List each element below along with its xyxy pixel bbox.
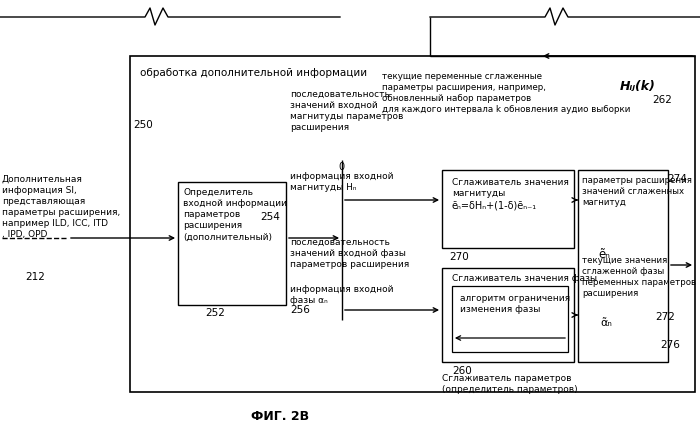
- Text: Сглаживатель значения фазы: Сглаживатель значения фазы: [452, 274, 597, 283]
- Text: информация входной
магнитуды Hₙ: информация входной магнитуды Hₙ: [290, 172, 393, 192]
- Text: 276: 276: [660, 340, 680, 350]
- Text: 260: 260: [452, 366, 472, 376]
- Bar: [442, 170, 574, 248]
- Text: ẽₙ=δHₙ+(1-δ)ẽₙ₋₁: ẽₙ=δHₙ+(1-δ)ẽₙ₋₁: [452, 200, 537, 210]
- Text: обработка дополнительной информации: обработка дополнительной информации: [140, 68, 367, 78]
- Text: 212: 212: [25, 272, 45, 282]
- Text: 274: 274: [667, 174, 687, 184]
- Text: Сглаживатель параметров
(определитель параметров): Сглаживатель параметров (определитель па…: [442, 374, 578, 394]
- Text: 252: 252: [205, 308, 225, 318]
- Text: 250: 250: [133, 120, 153, 130]
- Bar: [130, 56, 695, 392]
- Text: α̃ₙ: α̃ₙ: [600, 318, 612, 328]
- Text: текущие значения
сглаженной фазы
переменных параметров
расширения: текущие значения сглаженной фазы перемен…: [582, 256, 696, 298]
- Text: 270: 270: [449, 252, 469, 262]
- Text: информация входной
фазы αₙ: информация входной фазы αₙ: [290, 285, 393, 305]
- Text: параметры расширения
значений сглаженных
магнитуд: параметры расширения значений сглаженных…: [582, 176, 692, 207]
- Text: 0: 0: [338, 162, 344, 172]
- Text: 272: 272: [655, 312, 675, 322]
- Text: ẽₙ: ẽₙ: [598, 248, 610, 261]
- Bar: [578, 170, 668, 362]
- Text: 254: 254: [260, 212, 280, 222]
- Text: ФИГ. 2В: ФИГ. 2В: [251, 410, 309, 421]
- Text: Дополнительная
информация SI,
представляющая
параметры расширения,
например ILD,: Дополнительная информация SI, представля…: [2, 175, 120, 240]
- Text: Сглаживатель значения
магнитуды: Сглаживатель значения магнитуды: [452, 178, 569, 198]
- Bar: [442, 268, 574, 362]
- Bar: [178, 182, 286, 305]
- Text: алгоритм ограничения
изменения фазы: алгоритм ограничения изменения фазы: [460, 294, 570, 314]
- Text: 256: 256: [290, 305, 310, 315]
- Bar: [452, 286, 568, 352]
- Text: текущие переменные сглаженные
параметры расширения, например,
обновленный набор : текущие переменные сглаженные параметры …: [382, 72, 631, 114]
- Text: последовательность
значений входной фазы
параметров расширения: последовательность значений входной фазы…: [290, 238, 410, 269]
- Text: Hᵢⱼ(k): Hᵢⱼ(k): [620, 80, 656, 93]
- Text: Определитель
входной информации
параметров
расширения
(дополнительный): Определитель входной информации параметр…: [183, 188, 287, 241]
- Text: 262: 262: [652, 95, 672, 105]
- Text: последовательность
значений входной
магнитуды параметров
расширения: последовательность значений входной магн…: [290, 90, 403, 132]
